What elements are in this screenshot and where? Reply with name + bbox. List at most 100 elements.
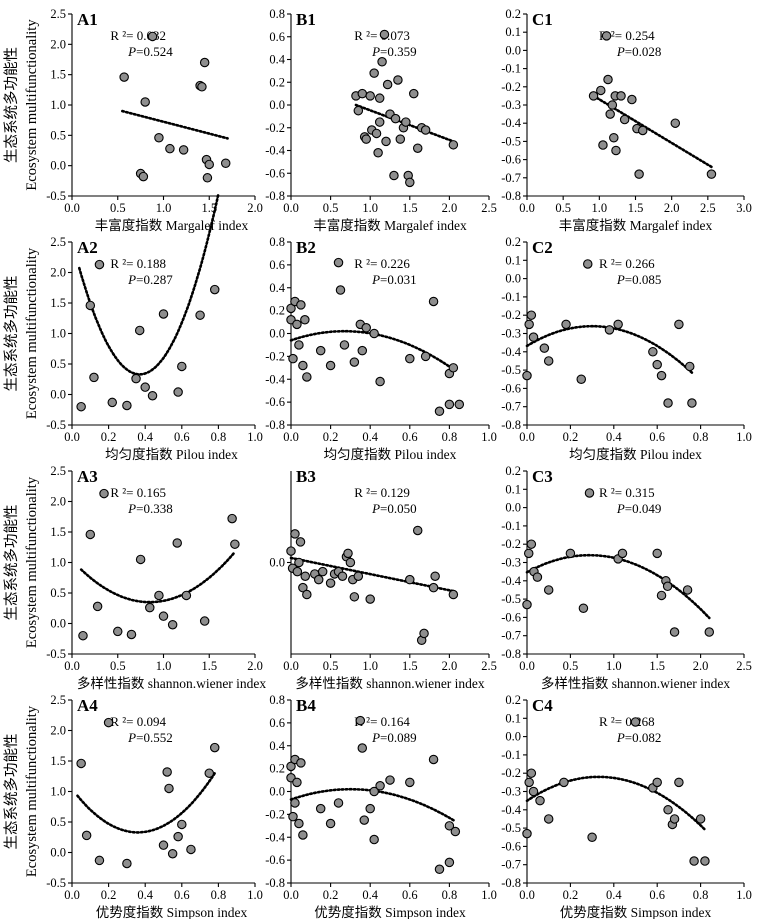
p-value-label: P=0.031 bbox=[371, 272, 417, 287]
data-point bbox=[361, 323, 371, 333]
x-tick-label: 0.2 bbox=[323, 430, 339, 444]
y-tick-label: -0.8 bbox=[501, 876, 521, 890]
data-point bbox=[607, 100, 618, 110]
x-tick-label: 0.5 bbox=[555, 201, 571, 215]
data-point bbox=[371, 128, 382, 139]
r-squared-label: R ²= 0.315 bbox=[599, 485, 655, 500]
data-point bbox=[300, 315, 310, 325]
y-tick-label: -0.5 bbox=[501, 134, 521, 148]
y-tick-label: 0.8 bbox=[269, 7, 285, 21]
data-point bbox=[300, 571, 311, 581]
data-point bbox=[355, 715, 366, 726]
y-tick-label: 0.0 bbox=[50, 846, 66, 860]
data-point bbox=[617, 548, 628, 559]
data-point bbox=[113, 626, 123, 637]
x-tick-label: 0.0 bbox=[519, 430, 535, 444]
data-point bbox=[230, 539, 240, 549]
data-point bbox=[359, 815, 370, 825]
data-point bbox=[357, 345, 368, 356]
panel-label: B4 bbox=[296, 696, 316, 715]
x-tick-label: 1.0 bbox=[362, 659, 378, 673]
x-tick-label: 0.0 bbox=[64, 888, 80, 902]
y-axis-label-en: Ecosystem multifunctionality bbox=[24, 705, 40, 877]
data-point bbox=[405, 777, 415, 788]
y-tick-label: -0.2 bbox=[265, 807, 285, 821]
y-tick-label: -0.8 bbox=[501, 647, 521, 661]
y-tick-label: 0.2 bbox=[505, 464, 521, 478]
panel-label: A2 bbox=[77, 238, 98, 257]
panel-label: A3 bbox=[77, 467, 98, 486]
x-tick-label: 0.4 bbox=[137, 430, 153, 444]
data-point bbox=[619, 114, 630, 125]
y-tick-label: 0.4 bbox=[269, 281, 285, 295]
y-tick-label: 0.5 bbox=[50, 815, 66, 829]
data-point bbox=[94, 855, 105, 866]
data-point bbox=[444, 821, 455, 831]
data-point bbox=[181, 590, 192, 601]
data-point bbox=[158, 840, 169, 850]
data-point bbox=[286, 546, 296, 556]
data-point bbox=[674, 319, 684, 330]
x-tick-label: 1.0 bbox=[592, 201, 608, 215]
y-tick-label: -0.4 bbox=[501, 574, 522, 588]
x-axis-label: 优势度指数 Simpson index bbox=[314, 905, 466, 919]
data-point bbox=[349, 357, 360, 367]
data-point bbox=[145, 602, 155, 613]
panel-label: C2 bbox=[532, 238, 553, 257]
x-tick-label: 2.0 bbox=[247, 201, 263, 215]
data-point bbox=[381, 136, 391, 147]
data-point bbox=[292, 319, 302, 330]
data-point bbox=[209, 284, 220, 295]
data-point bbox=[374, 117, 385, 127]
data-point bbox=[401, 117, 411, 127]
y-tick-label: -0.5 bbox=[46, 189, 66, 203]
x-tick-label: 0.2 bbox=[101, 888, 117, 902]
y-tick-label: -0.4 bbox=[265, 830, 286, 844]
x-tick-label: 2.5 bbox=[700, 201, 716, 215]
data-point bbox=[177, 819, 187, 830]
data-point bbox=[290, 798, 300, 808]
data-point bbox=[428, 582, 439, 593]
x-tick-label: 2.0 bbox=[442, 659, 458, 673]
y-tick-label: 2.0 bbox=[50, 724, 66, 738]
fit-line bbox=[525, 553, 711, 620]
y-tick-label: 0.5 bbox=[50, 586, 66, 600]
data-point bbox=[444, 857, 455, 868]
p-value-label: P=0.050 bbox=[371, 501, 417, 516]
x-axis-label: 均匀度指数 Pilou index bbox=[105, 447, 238, 462]
data-point bbox=[92, 601, 103, 612]
x-tick-label: 0.5 bbox=[563, 659, 579, 673]
data-point bbox=[656, 590, 667, 601]
x-tick-label: 0.0 bbox=[64, 430, 80, 444]
data-point bbox=[634, 169, 644, 179]
data-point bbox=[333, 798, 344, 808]
data-point bbox=[209, 742, 220, 753]
data-point bbox=[81, 830, 92, 841]
data-point bbox=[405, 353, 415, 364]
data-point bbox=[522, 828, 532, 839]
data-point bbox=[428, 754, 439, 765]
x-tick-label: 0.0 bbox=[283, 201, 299, 215]
p-value-label: P=0.338 bbox=[127, 501, 173, 516]
data-point bbox=[302, 372, 312, 382]
y-tick-label: 0.1 bbox=[505, 253, 521, 267]
x-tick-label: 2.5 bbox=[481, 201, 497, 215]
y-tick-label: -0.5 bbox=[46, 876, 66, 890]
fit-line bbox=[76, 771, 216, 834]
y-axis-label-en: Ecosystem multifunctionality bbox=[24, 247, 40, 419]
panel-label: C3 bbox=[532, 467, 553, 486]
data-point bbox=[613, 319, 623, 330]
x-tick-label: 1.0 bbox=[362, 201, 378, 215]
y-tick-label: 0.6 bbox=[269, 30, 285, 44]
x-tick-label: 0.8 bbox=[442, 430, 458, 444]
y-tick-label: 0.2 bbox=[269, 304, 285, 318]
x-tick-label: 2.0 bbox=[693, 659, 709, 673]
x-axis-label: 丰富度指数 Margalef index bbox=[313, 217, 467, 233]
data-point bbox=[379, 29, 390, 40]
data-point bbox=[522, 370, 532, 381]
y-tick-label: 0.1 bbox=[505, 25, 521, 39]
data-point bbox=[412, 525, 423, 536]
data-point bbox=[526, 768, 537, 778]
y-tick-label: -0.3 bbox=[501, 98, 521, 112]
